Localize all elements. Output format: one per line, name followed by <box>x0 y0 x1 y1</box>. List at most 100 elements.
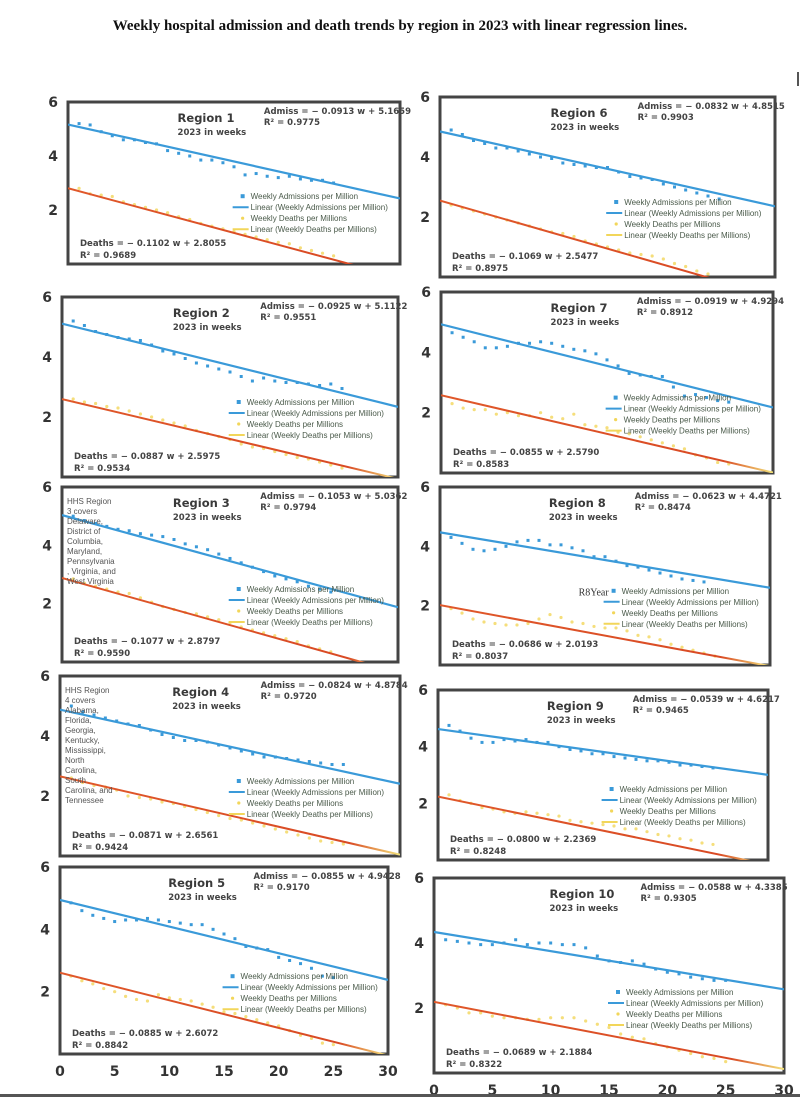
death-point <box>568 818 572 822</box>
plot-frame <box>58 865 390 1056</box>
y-tick-label: 6 <box>40 860 50 876</box>
admission-point <box>329 382 333 386</box>
admission-point <box>206 364 210 368</box>
admission-point <box>667 760 671 764</box>
death-point <box>535 811 539 815</box>
admission-point <box>595 954 599 958</box>
admissions-r-squared: R² = 0.8912 <box>637 308 693 318</box>
admission-point <box>80 909 84 913</box>
legend-label-admissions: Weekly Admissions per Million <box>247 585 354 594</box>
legend-label-deaths: Weekly Deaths per Millions <box>624 220 720 229</box>
admission-point <box>233 937 237 941</box>
admission-point <box>669 574 673 578</box>
admission-point <box>581 549 585 553</box>
death-point <box>625 629 629 633</box>
admission-point <box>472 340 476 344</box>
death-point <box>634 827 638 831</box>
death-point <box>482 620 486 624</box>
admission-point <box>682 394 686 398</box>
death-point <box>539 411 543 415</box>
admission-point <box>329 590 333 594</box>
admission-point <box>514 938 518 942</box>
y-tick-label: 6 <box>40 669 50 685</box>
region-subtitle: 2023 in weeks <box>549 513 618 523</box>
death-point <box>127 591 131 596</box>
region-subtitle: 2023 in weeks <box>551 318 620 328</box>
plot-frame <box>66 100 402 266</box>
death-point <box>711 842 715 847</box>
admission-point <box>183 739 187 742</box>
admissions-trend-line <box>62 322 398 408</box>
admissions-equation: Admiss = − 0.1053 w + 5.0362 <box>260 492 407 502</box>
deaths-equation: Deaths = − 0.1102 w + 2.8055 <box>80 239 226 249</box>
admission-point <box>199 158 203 162</box>
admission-point <box>251 752 255 756</box>
legend-marker-deaths <box>614 418 618 422</box>
death-point <box>583 423 587 427</box>
legend-marker-deaths <box>241 216 245 220</box>
admission-point <box>161 349 165 353</box>
admission-point <box>222 932 226 936</box>
death-point <box>636 633 640 637</box>
region-coverage-note: Maryland, <box>67 547 102 556</box>
legend-marker-deaths <box>237 801 241 805</box>
region-subtitle: 2023 in weeks <box>551 123 620 133</box>
death-point <box>160 800 164 804</box>
admission-point <box>716 399 720 403</box>
y-tick-label: 2 <box>42 597 52 613</box>
admissions-r-squared: R² = 0.8474 <box>635 503 691 513</box>
y-tick-label: 6 <box>420 90 430 106</box>
legend-label-deaths-trend: Linear (Weekly Deaths per Millions) <box>247 810 373 819</box>
deaths-trend-line <box>441 394 773 473</box>
legend-label-deaths: Weekly Deaths per Millions <box>241 994 337 1003</box>
death-point <box>548 612 552 617</box>
admission-point <box>232 165 236 169</box>
y-tick-label: 2 <box>42 410 52 426</box>
death-point <box>645 830 649 834</box>
legend-label-deaths: Weekly Deaths per Millions <box>247 607 343 616</box>
y-tick-label: 4 <box>48 149 58 165</box>
y-tick-label: 2 <box>48 203 58 219</box>
admissions-equation: Admiss = − 0.0623 w + 4.4721 <box>635 492 782 502</box>
admission-point <box>717 197 721 201</box>
admission-point <box>296 758 300 762</box>
admission-point <box>505 146 509 150</box>
admission-point <box>471 547 475 551</box>
legend-marker-deaths <box>237 422 241 426</box>
region-coverage-note: District of <box>67 527 101 536</box>
death-point <box>682 447 687 451</box>
admission-point <box>658 571 662 575</box>
admission-point <box>527 152 531 156</box>
death-point <box>700 1055 704 1059</box>
death-point <box>537 1017 541 1021</box>
region-title: Region 5 <box>168 876 225 890</box>
deaths-trend-line <box>440 604 770 665</box>
admission-point <box>194 545 198 549</box>
admissions-r-squared: R² = 0.9551 <box>260 313 316 323</box>
region-panel-4: 2 4 6 Region 4 2023 in weeks Admiss = − 0.082… <box>40 669 408 858</box>
death-point <box>479 1011 483 1015</box>
admission-point <box>113 920 117 924</box>
legend: Weekly Admissions per Million Linear (Wee… <box>608 988 764 1030</box>
legend: Weekly Admissions per Million Linear (Wee… <box>228 777 384 819</box>
admission-point <box>135 918 139 922</box>
legend-label-admissions: Weekly Admissions per Million <box>626 988 733 997</box>
admission-point <box>603 555 607 559</box>
region-coverage-note: 3 covers <box>67 507 97 516</box>
y-tick-label: 4 <box>42 538 52 554</box>
death-point <box>494 412 498 416</box>
admissions-r-squared: R² = 0.9775 <box>264 118 320 128</box>
admission-point <box>549 941 553 945</box>
legend-marker-deaths <box>616 1012 620 1016</box>
death-point <box>638 435 642 439</box>
admission-point <box>124 918 128 922</box>
admission-point <box>228 370 232 374</box>
y-tick-label: 4 <box>420 150 430 166</box>
legend-label-admissions-trend: Linear (Weekly Admissions per Million) <box>622 598 760 607</box>
admissions-r-squared: R² = 0.9305 <box>641 894 697 904</box>
admission-point <box>539 155 542 159</box>
admission-point <box>568 748 572 751</box>
deaths-r-squared: R² = 0.8248 <box>450 847 506 857</box>
y-tick-label: 2 <box>420 599 430 615</box>
legend-label-admissions-trend: Linear (Weekly Admissions per Million) <box>247 596 385 605</box>
